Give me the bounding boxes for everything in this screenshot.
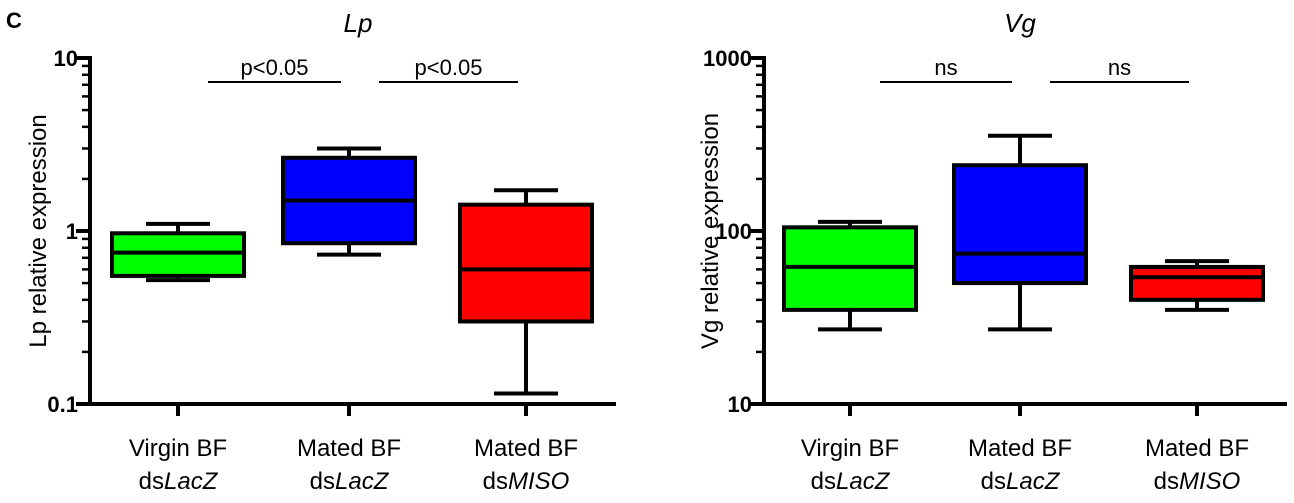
- x-tick-label-gene-name: MISO: [1179, 468, 1240, 495]
- box-1: [952, 133, 1088, 416]
- box-2: [1129, 259, 1265, 416]
- significance-bracket: p<0.05: [379, 55, 518, 83]
- y-tick-label: 1000: [703, 46, 752, 71]
- box-0: [782, 219, 918, 416]
- x-tick-label-gene: dsMISO: [1154, 468, 1241, 495]
- charts: Lp 0.1 1 10 Lp relative expression Virgin BF d…: [25, 8, 1287, 495]
- y-tick-label: 10: [54, 46, 78, 71]
- x-tick-label-gene-name: LacZ: [1006, 468, 1061, 495]
- significance-bracket: ns: [880, 55, 1012, 83]
- x-tick-label-gene: dsLacZ: [310, 468, 390, 495]
- chart-title: Vg: [1004, 8, 1036, 38]
- x-tick-label-gene-name: LacZ: [836, 468, 891, 495]
- chart-1: Vg 10 100 1000 Vg relative expression Virgin …: [697, 8, 1287, 495]
- x-tick-label-gene: dsLacZ: [981, 468, 1061, 495]
- x-tick-label-prefix: ds: [1154, 468, 1179, 495]
- x-tick-label-prefix: ds: [139, 468, 164, 495]
- y-tick-label: 0.1: [47, 392, 78, 417]
- x-tick-label-gene-name: LacZ: [164, 468, 219, 495]
- y-axis-label: Vg relative expression: [697, 113, 724, 349]
- box-0: [110, 221, 246, 416]
- box-iqr: [1129, 264, 1265, 302]
- x-tick-label-prefix: ds: [811, 468, 836, 495]
- y-tick-label: 10: [728, 392, 752, 417]
- x-tick-label: Mated BF: [1145, 435, 1249, 462]
- panel-label: C: [6, 8, 22, 33]
- x-tick-label-prefix: ds: [483, 468, 508, 495]
- x-tick-label-gene: dsLacZ: [811, 468, 891, 495]
- box-iqr: [458, 202, 594, 324]
- y-axis-label: Lp relative expression: [25, 114, 52, 347]
- box-2: [458, 188, 594, 416]
- x-tick-label-prefix: ds: [310, 468, 335, 495]
- chart-title: Lp: [344, 8, 373, 38]
- x-tick-label: Virgin BF: [801, 435, 899, 462]
- x-tick-label: Mated BF: [297, 435, 401, 462]
- x-tick-label: Virgin BF: [129, 435, 227, 462]
- significance-label: ns: [934, 55, 957, 80]
- x-tick-label: Mated BF: [968, 435, 1072, 462]
- chart-0: Lp 0.1 1 10 Lp relative expression Virgin BF d…: [25, 8, 616, 495]
- x-tick-label-gene-name: LacZ: [335, 468, 390, 495]
- y-tick-label: 1: [66, 219, 78, 244]
- x-tick-label-gene: dsLacZ: [139, 468, 219, 495]
- x-tick-label-gene-name: MISO: [508, 468, 569, 495]
- significance-label: p<0.05: [415, 55, 483, 80]
- x-tick-label-prefix: ds: [981, 468, 1006, 495]
- significance-label: p<0.05: [241, 55, 309, 80]
- significance-bracket: ns: [1050, 55, 1189, 83]
- y-tick-label: 100: [715, 219, 752, 244]
- significance-label: ns: [1108, 55, 1131, 80]
- significance-bracket: p<0.05: [208, 55, 341, 83]
- x-tick-label: Mated BF: [474, 435, 578, 462]
- box-iqr: [952, 163, 1088, 286]
- x-tick-label-gene: dsMISO: [483, 468, 570, 495]
- box-1: [281, 146, 417, 416]
